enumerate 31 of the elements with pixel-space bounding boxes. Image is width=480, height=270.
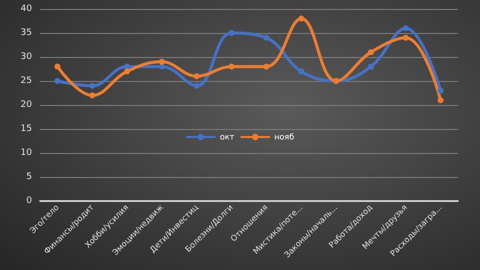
point	[438, 88, 444, 94]
point	[194, 82, 200, 89]
y-tick-label: 25	[20, 76, 32, 86]
point	[368, 64, 374, 70]
point	[438, 97, 444, 104]
point	[402, 25, 409, 32]
y-tick-label: 20	[20, 100, 32, 110]
point	[89, 92, 96, 98]
point	[158, 58, 165, 65]
point	[228, 64, 235, 70]
point	[298, 16, 304, 22]
point	[368, 49, 374, 56]
y-tick-label: 15	[20, 124, 32, 134]
point	[402, 34, 409, 41]
point	[54, 64, 60, 70]
point	[54, 78, 60, 84]
y-tick-label: 0	[26, 196, 32, 206]
legend-label: окт	[220, 132, 235, 142]
point	[194, 73, 200, 80]
y-tick-label: 30	[20, 52, 32, 62]
y-tick-label: 10	[20, 148, 32, 158]
y-tick-label: 40	[20, 4, 32, 14]
point	[263, 34, 270, 41]
y-tick-label: 5	[26, 172, 32, 182]
legend-label: нояб	[274, 132, 294, 142]
point	[298, 68, 304, 74]
point	[124, 68, 130, 74]
point	[89, 82, 96, 89]
y-tick-label: 35	[20, 28, 32, 38]
point	[228, 30, 235, 36]
point	[263, 64, 270, 70]
